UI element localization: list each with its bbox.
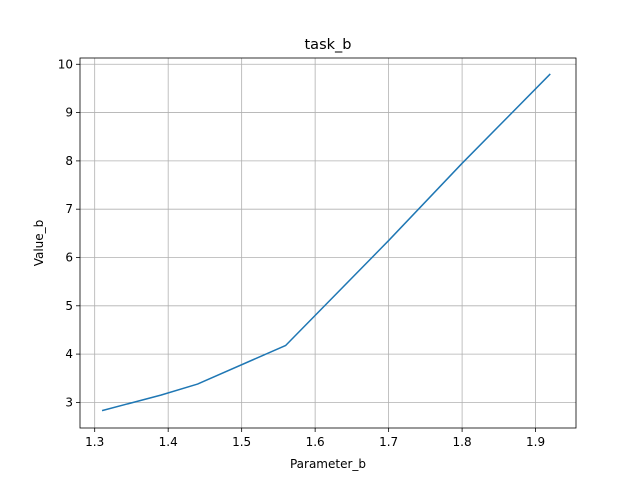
y-tick-label: 4 [65,347,73,361]
tick-layer: 1.3 1.4 1.5 1.6 1.7 1.8 1.9 3 4 5 6 7 8 9 10 [58,57,545,449]
x-axis-label: Parameter_b [290,457,366,471]
y-axis-label: Value_b [32,220,46,267]
y-tick-label: 7 [65,202,73,216]
x-tick-label: 1.6 [306,435,325,449]
y-tick-label: 3 [65,395,73,409]
y-tick-label: 5 [65,299,73,313]
series-line [101,73,551,412]
x-tick-label: 1.4 [159,435,178,449]
x-tick-label: 1.8 [453,435,472,449]
y-tick-label: 10 [58,57,73,71]
series-layer [101,73,551,412]
chart-title: task_b [305,37,352,53]
x-tick-label: 1.7 [379,435,398,449]
grid-layer [80,58,576,428]
x-tick-label: 1.5 [232,435,251,449]
y-tick-label: 9 [65,106,73,120]
x-tick-label: 1.9 [526,435,545,449]
x-tick-label: 1.3 [85,435,104,449]
plot-frame [79,57,577,429]
y-tick-label: 6 [65,250,73,264]
y-tick-label: 8 [65,154,73,168]
